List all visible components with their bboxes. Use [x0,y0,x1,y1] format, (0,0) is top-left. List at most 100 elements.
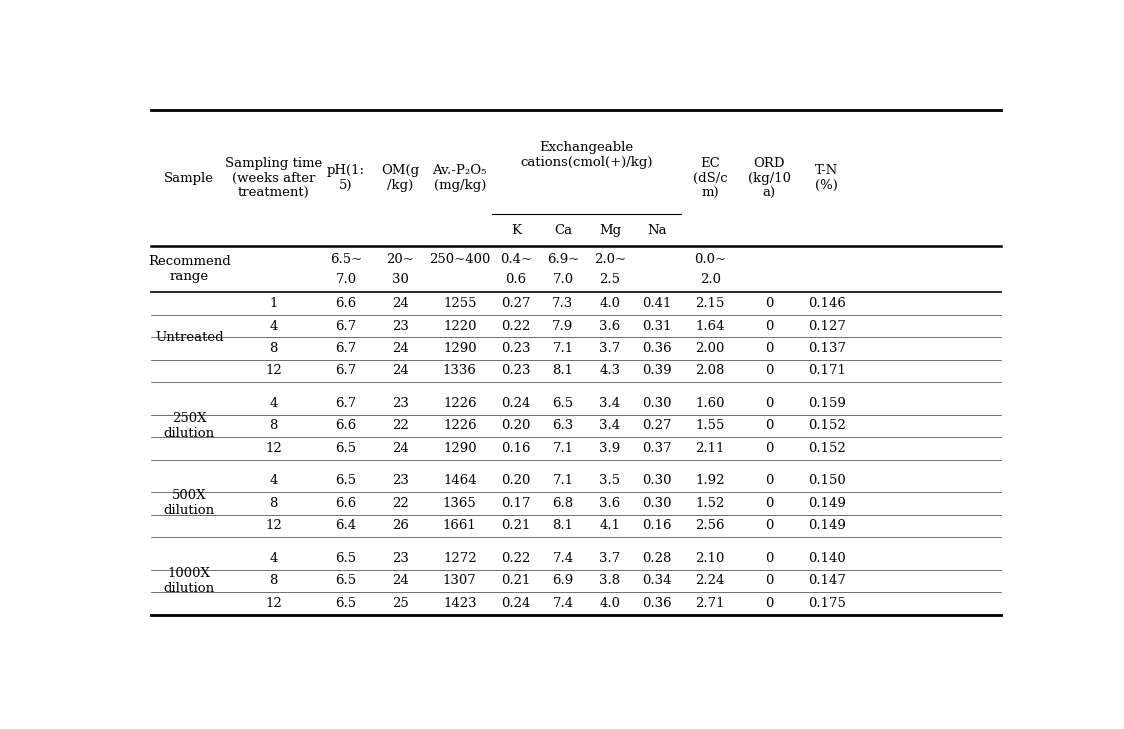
Text: 6.5: 6.5 [336,475,356,488]
Text: 2.10: 2.10 [696,552,725,565]
Text: 0: 0 [765,397,773,410]
Text: 1220: 1220 [443,319,477,332]
Text: 2.0: 2.0 [700,273,720,286]
Text: 4.1: 4.1 [599,519,620,532]
Text: 24: 24 [391,442,408,455]
Text: 8: 8 [269,574,278,588]
Text: Exchangeable
cations(cmol(+)/kg): Exchangeable cations(cmol(+)/kg) [520,141,653,169]
Text: 3.4: 3.4 [599,397,620,410]
Text: 7.1: 7.1 [552,442,573,455]
Text: 0.20: 0.20 [501,419,531,432]
Text: 24: 24 [391,297,408,310]
Text: 1000X
dilution: 1000X dilution [164,567,215,595]
Text: 0: 0 [765,597,773,610]
Text: 1423: 1423 [443,597,477,610]
Text: 6.9~: 6.9~ [546,253,579,266]
Text: 7.0: 7.0 [336,273,356,286]
Text: 23: 23 [391,552,408,565]
Text: 0.140: 0.140 [808,552,845,565]
Text: 3.4: 3.4 [599,419,620,432]
Text: 0.36: 0.36 [642,342,672,355]
Text: 2.56: 2.56 [696,519,725,532]
Text: 8.1: 8.1 [553,364,573,378]
Text: 6.7: 6.7 [335,319,356,332]
Text: 23: 23 [391,397,408,410]
Text: 0.30: 0.30 [642,497,672,510]
Text: 7.0: 7.0 [552,273,573,286]
Text: 2.0~: 2.0~ [593,253,626,266]
Text: 1226: 1226 [443,397,477,410]
Text: 6.5: 6.5 [336,574,356,588]
Text: 0.146: 0.146 [808,297,846,310]
Text: 0: 0 [765,475,773,488]
Text: 4: 4 [269,397,278,410]
Text: 0.137: 0.137 [808,342,846,355]
Text: 4: 4 [269,552,278,565]
Text: 1.92: 1.92 [696,475,725,488]
Text: 250X
dilution: 250X dilution [164,412,215,440]
Text: 8.1: 8.1 [553,519,573,532]
Text: 6.6: 6.6 [335,297,356,310]
Text: 500X
dilution: 500X dilution [164,489,215,518]
Text: 0.175: 0.175 [808,597,846,610]
Text: 8: 8 [269,497,278,510]
Text: 1.55: 1.55 [696,419,725,432]
Text: 0.21: 0.21 [501,574,531,588]
Text: 0.149: 0.149 [808,497,846,510]
Text: 3.6: 3.6 [599,497,620,510]
Text: 26: 26 [391,519,408,532]
Text: 6.7: 6.7 [335,342,356,355]
Text: 7.9: 7.9 [552,319,573,332]
Text: 0.6: 0.6 [506,273,526,286]
Text: 24: 24 [391,574,408,588]
Text: 0.36: 0.36 [642,597,672,610]
Text: 0.28: 0.28 [643,552,672,565]
Text: 23: 23 [391,475,408,488]
Text: 0: 0 [765,419,773,432]
Text: 2.15: 2.15 [696,297,725,310]
Text: 7.4: 7.4 [552,552,573,565]
Text: 0.30: 0.30 [642,397,672,410]
Text: 22: 22 [391,497,408,510]
Text: 6.6: 6.6 [335,419,356,432]
Text: pH(1:
5): pH(1: 5) [327,164,365,192]
Text: K: K [511,224,520,236]
Text: 0.23: 0.23 [501,342,531,355]
Text: 1290: 1290 [443,442,477,455]
Text: 0.21: 0.21 [501,519,531,532]
Text: 1464: 1464 [443,475,477,488]
Text: 3.7: 3.7 [599,342,620,355]
Text: 7.4: 7.4 [552,597,573,610]
Text: 1365: 1365 [443,497,477,510]
Text: 25: 25 [391,597,408,610]
Text: 1661: 1661 [443,519,477,532]
Text: 1.52: 1.52 [696,497,725,510]
Text: 6.7: 6.7 [335,364,356,378]
Text: 3.8: 3.8 [599,574,620,588]
Text: 1307: 1307 [443,574,477,588]
Text: 7.1: 7.1 [552,475,573,488]
Text: ORD
(kg/10
a): ORD (kg/10 a) [747,157,791,200]
Text: 0.24: 0.24 [501,597,531,610]
Text: 0: 0 [765,297,773,310]
Text: 1226: 1226 [443,419,477,432]
Text: 4.3: 4.3 [599,364,620,378]
Text: 3.7: 3.7 [599,552,620,565]
Text: Untreated: Untreated [155,331,224,344]
Text: 0.39: 0.39 [642,364,672,378]
Text: OM(g
/kg): OM(g /kg) [381,164,419,192]
Text: Mg: Mg [599,224,622,236]
Text: T-N
(%): T-N (%) [815,164,839,192]
Text: 6.9: 6.9 [552,574,573,588]
Text: 0: 0 [765,497,773,510]
Text: 0.17: 0.17 [501,497,531,510]
Text: 2.08: 2.08 [696,364,725,378]
Text: 0: 0 [765,574,773,588]
Text: 0.147: 0.147 [808,574,846,588]
Text: 0.152: 0.152 [808,442,845,455]
Text: 2.5: 2.5 [599,273,620,286]
Text: 0: 0 [765,364,773,378]
Text: 3.5: 3.5 [599,475,620,488]
Text: 6.3: 6.3 [552,419,573,432]
Text: 0: 0 [765,342,773,355]
